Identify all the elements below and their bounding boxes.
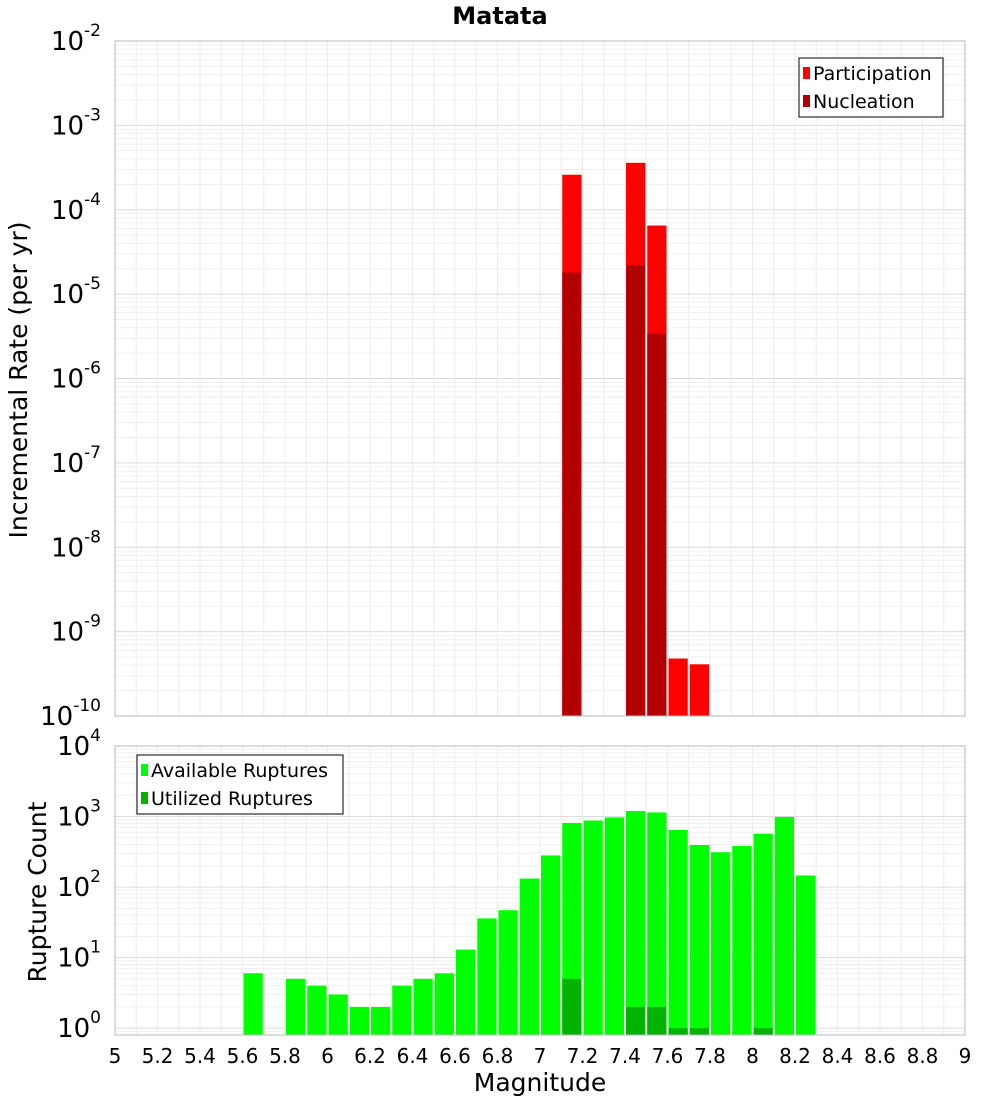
bottom-bar xyxy=(562,978,582,1035)
bottom-bar xyxy=(753,1028,773,1035)
bottom-bar xyxy=(286,978,306,1035)
bottom-bar xyxy=(689,844,709,1035)
x-tick-label: 8.8 xyxy=(907,1044,939,1068)
top-series-1 xyxy=(562,265,667,716)
x-tick-label: 5.8 xyxy=(269,1044,301,1068)
x-tick-label: 5.2 xyxy=(142,1044,174,1068)
top-y-tick-label: 10-10 xyxy=(40,696,101,732)
x-axis-label: Magnitude xyxy=(474,1068,606,1097)
x-tick-label: 8.6 xyxy=(864,1044,896,1068)
bottom-bar xyxy=(371,1006,391,1035)
bottom-bar xyxy=(392,985,412,1035)
top-legend: Participation Nucleation xyxy=(798,57,944,118)
top-y-tick-label: 10-7 xyxy=(51,443,101,479)
x-tick-label: 6.2 xyxy=(354,1044,386,1068)
top-legend-swatch xyxy=(803,67,810,79)
top-bar xyxy=(562,272,582,716)
x-tick-label: 8 xyxy=(746,1044,759,1068)
x-tick-label: 5.6 xyxy=(227,1044,259,1068)
top-bar xyxy=(626,265,646,716)
bottom-legend-swatch xyxy=(141,792,148,804)
top-legend-label: Nucleation xyxy=(813,91,915,113)
bottom-y-tick-label: 101 xyxy=(57,938,101,974)
x-tick-label: 7 xyxy=(534,1044,547,1068)
x-tick-label: 5 xyxy=(109,1044,122,1068)
top-y-tick-label: 10-4 xyxy=(51,190,101,226)
chart-title: Matata xyxy=(452,2,547,30)
top-y-tick-label: 10-2 xyxy=(51,21,101,57)
bottom-bar xyxy=(456,949,476,1035)
bottom-legend-swatch xyxy=(141,764,148,776)
x-tick-label: 7.8 xyxy=(694,1044,726,1068)
bottom-bar xyxy=(541,855,561,1035)
top-y-tick-label: 10-5 xyxy=(51,274,101,310)
x-tick-label: 8.2 xyxy=(779,1044,811,1068)
x-tick-label: 8.4 xyxy=(822,1044,854,1068)
bottom-bar xyxy=(753,833,773,1035)
bottom-bar xyxy=(519,878,539,1035)
x-tick-label: 7.2 xyxy=(567,1044,599,1068)
x-tick-label: 7.6 xyxy=(652,1044,684,1068)
x-tick-label: 6.6 xyxy=(439,1044,471,1068)
top-bar xyxy=(647,333,667,716)
bottom-series-0 xyxy=(243,811,816,1035)
top-panel: 10-10 10-9 10-8 10-7 10-6 10-5 10-4 10-3 10-2 Par… xyxy=(40,21,966,732)
x-tick-label: 6.8 xyxy=(482,1044,514,1068)
bottom-bar xyxy=(498,910,518,1035)
bottom-y-tick-label: 102 xyxy=(57,867,101,903)
top-legend-swatch xyxy=(803,95,810,107)
bottom-bar xyxy=(434,973,454,1035)
top-y-tick-label: 10-3 xyxy=(51,105,101,141)
bottom-bar xyxy=(668,829,688,1035)
x-tick-label: 6 xyxy=(321,1044,334,1068)
bottom-y-tick-label: 104 xyxy=(57,726,101,762)
bottom-legend-label: Available Ruptures xyxy=(151,760,328,782)
bottom-bar xyxy=(689,1028,709,1035)
top-y-tick-label: 10-8 xyxy=(51,527,101,563)
bottom-bar xyxy=(477,918,497,1035)
bottom-bar xyxy=(732,846,752,1035)
bottom-bar xyxy=(328,994,348,1035)
bottom-legend-label: Utilized Ruptures xyxy=(151,788,313,810)
bottom-bar xyxy=(796,875,816,1035)
bottom-plot-frame xyxy=(114,745,966,1036)
bottom-bar xyxy=(774,816,794,1035)
top-legend-label: Participation xyxy=(813,63,932,85)
bottom-y-tick-label: 103 xyxy=(57,797,101,833)
top-bar xyxy=(689,664,709,716)
bottom-bar xyxy=(626,1006,646,1035)
top-bar xyxy=(668,658,688,716)
bottom-panel: 100 101 102 103 104 5 5.2 5.4 5.6 5.8 6 6.2 6.4 6.6 6.… xyxy=(57,726,971,1068)
top-gridlines xyxy=(114,40,966,717)
bottom-bar xyxy=(626,811,646,1035)
top-plot-frame xyxy=(114,40,966,717)
bottom-y-tick-label: 100 xyxy=(57,1008,101,1044)
top-y-tick-label: 10-9 xyxy=(51,612,101,648)
top-legend-box xyxy=(798,57,944,118)
bottom-bar xyxy=(243,973,263,1035)
x-tick-label: 5.4 xyxy=(184,1044,216,1068)
bottom-bar xyxy=(349,1006,369,1035)
x-tick-label: 7.4 xyxy=(609,1044,641,1068)
bottom-legend-box xyxy=(136,754,344,815)
bottom-legend: Available Ruptures Utilized Ruptures xyxy=(136,754,344,815)
top-y-axis-label: Incremental Rate (per yr) xyxy=(4,222,33,539)
bottom-bar xyxy=(604,817,624,1035)
bottom-y-axis-label: Rupture Count xyxy=(23,801,52,982)
bottom-series-1 xyxy=(562,978,773,1035)
x-tick-label: 6.4 xyxy=(397,1044,429,1068)
bottom-bar xyxy=(647,812,667,1035)
bottom-bar xyxy=(307,985,327,1035)
bottom-bar xyxy=(647,1006,667,1035)
bottom-bar xyxy=(583,820,603,1035)
bottom-bar xyxy=(668,1028,688,1035)
top-y-tick-label: 10-6 xyxy=(51,359,101,395)
x-tick-label: 9 xyxy=(959,1044,972,1068)
bottom-bar xyxy=(413,978,433,1035)
bottom-bar xyxy=(711,852,731,1035)
